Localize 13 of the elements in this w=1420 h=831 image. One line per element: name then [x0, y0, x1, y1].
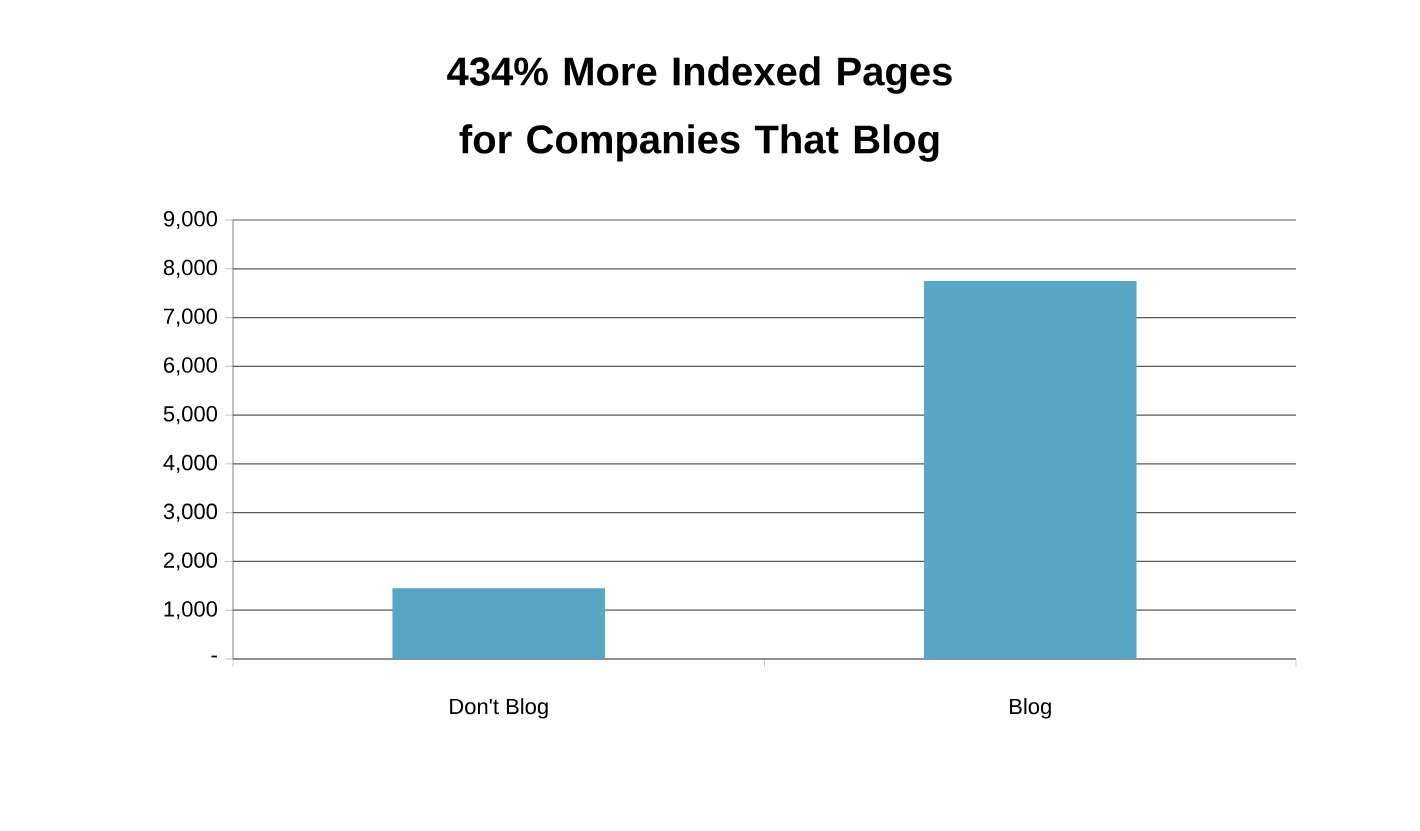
- y-tick-label: 3,000: [163, 503, 218, 522]
- y-tick-label: 5,000: [163, 406, 218, 425]
- y-tick-label: 6,000: [164, 357, 218, 376]
- y-tick-label: 8,000: [163, 259, 218, 278]
- y-tick-label: 2,000: [163, 552, 218, 571]
- x-tick-label: Blog: [1010, 698, 1051, 719]
- y-tick-label: 4,000: [163, 454, 218, 473]
- chart-title: 434% More Indexed Pages for Companies That Blog: [447, 56, 952, 162]
- y-tick-label: -: [211, 655, 217, 658]
- x-tick-label: Don't Blog: [450, 698, 548, 719]
- y-tick-label: 1,000: [164, 601, 218, 620]
- y-tick-label: 7,000: [164, 308, 218, 327]
- y-tick-label: 9,000: [163, 210, 218, 230]
